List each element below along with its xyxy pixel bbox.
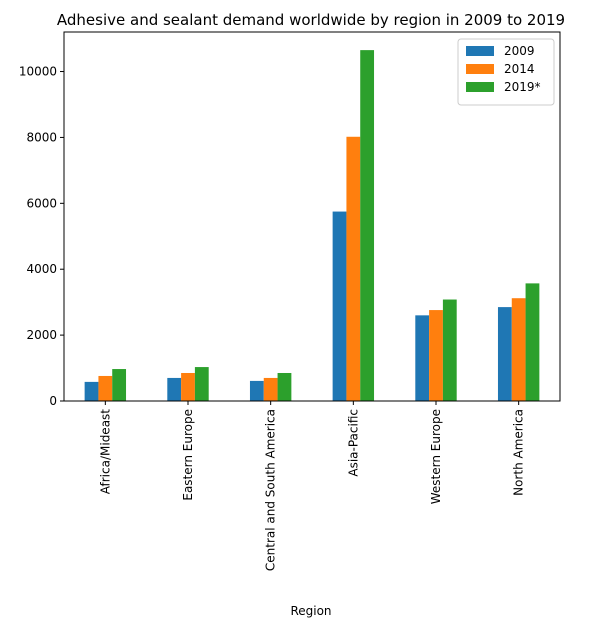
bar-2009-2 — [249, 380, 264, 401]
bar-2014-5 — [511, 298, 526, 401]
bar-2019-3 — [360, 50, 375, 401]
plot-frame — [63, 31, 561, 402]
legend-label: 2014 — [504, 62, 535, 76]
bar-2009-5 — [497, 307, 512, 401]
legend-swatch — [466, 46, 494, 56]
y-tick-label: 10000 — [19, 65, 57, 79]
bar-2019-0 — [112, 369, 127, 401]
chart-title: Adhesive and sealant demand worldwide by… — [57, 11, 565, 29]
legend-label: 2009 — [504, 44, 535, 58]
y-tick-label: 8000 — [26, 130, 57, 144]
bar-2009-0 — [84, 381, 99, 401]
x-tick-label: North America — [512, 409, 526, 496]
legend: 2009 2014 2019* — [457, 38, 555, 106]
bar-2014-4 — [429, 310, 443, 401]
y-tick-label: 4000 — [26, 262, 57, 276]
x-axis: Africa/Mideast Eastern Europe Central and … — [98, 401, 526, 571]
bar-2014-0 — [98, 375, 113, 401]
bar-2019-4 — [442, 299, 457, 401]
bar-2014-3 — [346, 136, 361, 401]
bar-2014-1 — [181, 372, 195, 401]
legend-swatch — [466, 82, 494, 92]
bar-2014-2 — [263, 377, 278, 401]
bar-2019-1 — [194, 367, 209, 401]
y-tick-label: 2000 — [26, 328, 57, 342]
y-axis: 0 2000 4000 6000 8000 10000 — [19, 65, 64, 408]
bar-2009-1 — [167, 377, 182, 401]
x-axis-label: Region — [290, 604, 331, 618]
x-tick-label: Central and South America — [264, 409, 278, 571]
bar-2009-3 — [332, 211, 347, 401]
bar-2009-4 — [415, 315, 430, 401]
bar-2019-5 — [525, 283, 540, 401]
x-tick-label: Western Europe — [429, 409, 443, 504]
bar-2019-2 — [277, 372, 292, 401]
x-tick-label: Eastern Europe — [181, 409, 195, 501]
legend-label: 2019* — [504, 80, 541, 94]
x-tick-label: Africa/Mideast — [98, 409, 112, 495]
bars-layer — [84, 50, 540, 401]
y-tick-label: 6000 — [26, 196, 57, 210]
legend-swatch — [466, 64, 494, 74]
y-tick-label: 0 — [49, 394, 57, 408]
x-tick-label: Asia-Pacific — [346, 409, 360, 477]
